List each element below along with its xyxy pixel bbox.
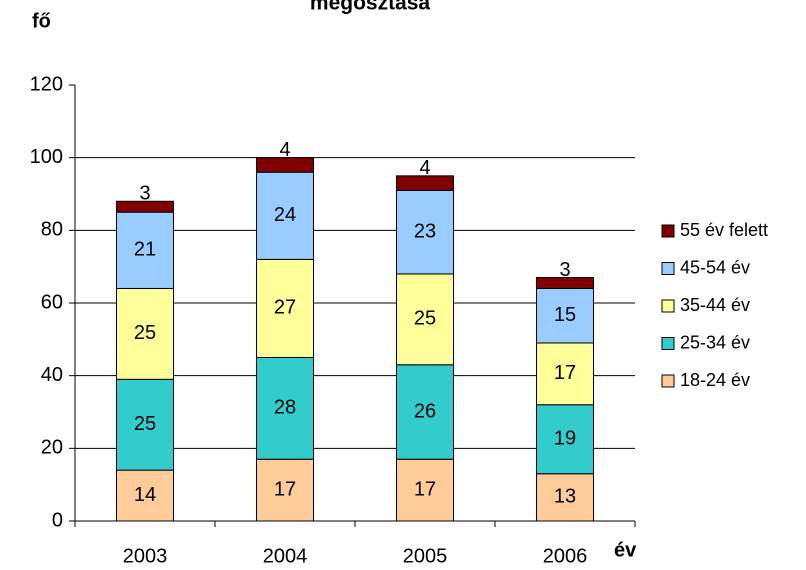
data-label: 25 (414, 308, 436, 330)
bar-segment (256, 171, 314, 260)
legend-label: 25-34 év (680, 332, 750, 352)
y-tick-label: 80 (41, 219, 63, 241)
y-tick-label: 120 (30, 73, 63, 95)
bar-segment (396, 175, 454, 191)
chart-title: megosztása (310, 0, 431, 15)
bar-segment (536, 287, 594, 344)
bar-segment (396, 364, 454, 460)
y-tick-label: 40 (41, 364, 63, 386)
data-label: 15 (554, 304, 576, 326)
legend-swatch (661, 374, 675, 388)
bar-segment (536, 473, 594, 522)
legend-swatch (661, 299, 675, 313)
legend-label: 18-24 év (680, 370, 750, 390)
data-label: 23 (414, 220, 436, 242)
data-label: 17 (554, 362, 576, 384)
data-label: 27 (274, 297, 296, 319)
bar-segment (396, 273, 454, 366)
x-tick-label: 2005 (403, 545, 448, 567)
data-label: 17 (274, 478, 296, 500)
bar-segment (116, 287, 174, 380)
data-label: 14 (134, 484, 156, 506)
x-tick-label: 2006 (543, 545, 588, 567)
bar-segment (116, 378, 174, 471)
y-tick-label: 0 (52, 509, 63, 531)
legend-swatch (661, 224, 675, 238)
bar-segment (256, 357, 314, 460)
data-label: 13 (554, 486, 576, 508)
data-label: 25 (134, 322, 156, 344)
y-axis-label: fő (32, 10, 51, 32)
bar-segment (536, 342, 594, 406)
x-tick-label: 2004 (263, 545, 308, 567)
data-label: 21 (134, 239, 156, 261)
x-axis-label: év (614, 539, 637, 561)
y-tick-label: 60 (41, 291, 63, 313)
bar-segment (116, 211, 174, 289)
legend-swatch (661, 337, 675, 350)
legend-swatch (661, 262, 675, 275)
data-label: 3 (559, 259, 570, 281)
bar-segment (536, 404, 594, 475)
bar-segment (256, 157, 314, 173)
bar-segment (116, 200, 174, 213)
data-label: 24 (274, 204, 296, 226)
legend-label: 35-44 év (680, 295, 750, 315)
y-tick-label: 100 (30, 146, 63, 168)
data-label: 4 (419, 157, 430, 179)
bar-segment (396, 458, 454, 522)
data-label: 26 (414, 400, 436, 422)
x-tick-label: 2003 (123, 545, 168, 567)
legend-label: 55 év felett (680, 220, 768, 240)
data-label: 17 (414, 478, 436, 500)
data-label: 28 (274, 397, 296, 419)
legend-label: 45-54 év (680, 257, 750, 277)
y-tick-label: 20 (41, 437, 63, 459)
data-label: 19 (554, 428, 576, 450)
bar-segment (396, 189, 454, 275)
data-label: 4 (279, 139, 290, 161)
data-label: 25 (134, 413, 156, 435)
bar-segment (536, 277, 594, 289)
bar-segment (256, 458, 314, 522)
data-label: 3 (139, 183, 150, 205)
